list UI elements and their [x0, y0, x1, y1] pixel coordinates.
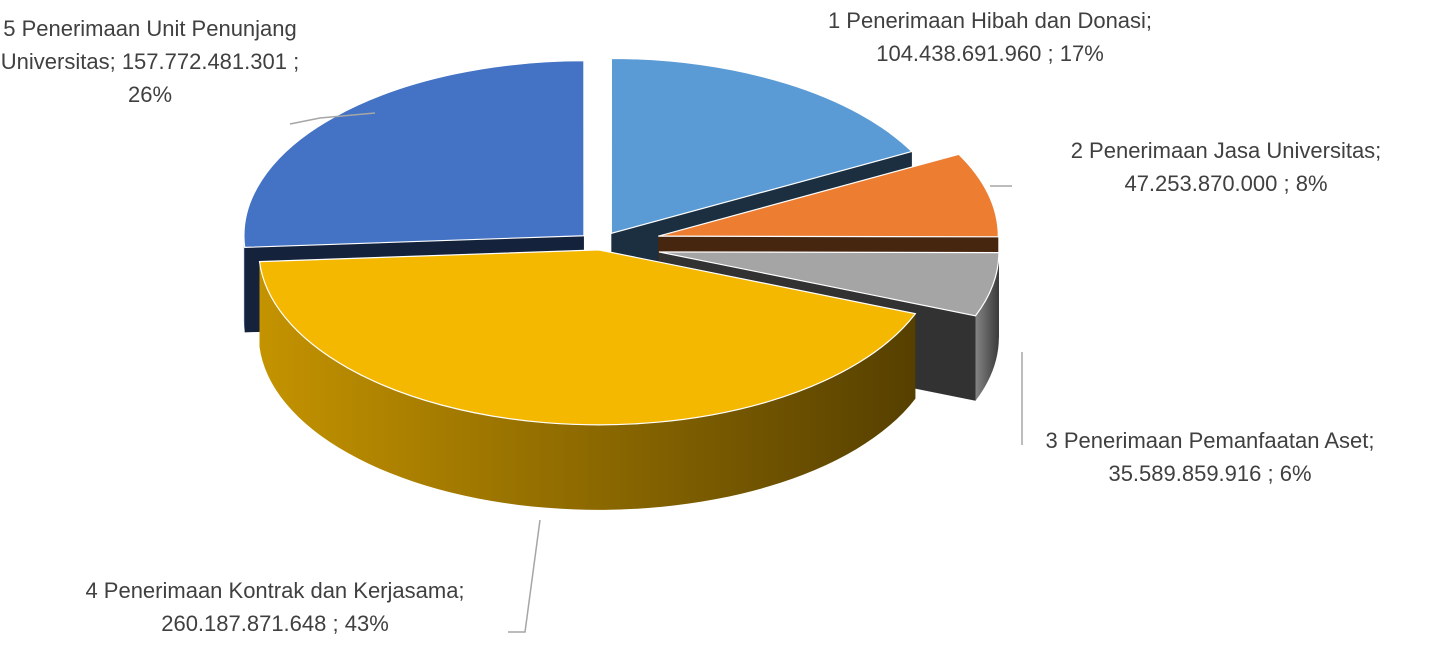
slice-side	[244, 236, 245, 333]
label-value: 260.187.871.648	[161, 611, 326, 636]
label-value: 157.772.481.301	[122, 49, 287, 74]
page: {"chart_data": {"type": "pie", "three_d"…	[0, 0, 1441, 646]
label-percent: ; 6%	[1268, 461, 1312, 486]
label-category: 3 Penerimaan Pemanfaatan Aset;	[1046, 428, 1375, 453]
label-value: 104.438.691.960	[876, 41, 1041, 66]
label-category: 2 Penerimaan Jasa Universitas;	[1071, 138, 1382, 163]
data-label: 2 Penerimaan Jasa Universitas; 47.253.87…	[1020, 134, 1432, 200]
label-value: 47.253.870.000	[1124, 171, 1277, 196]
label-value: 35.589.859.916	[1108, 461, 1261, 486]
label-percent: ; 8%	[1284, 171, 1328, 196]
label-category: 1 Penerimaan Hibah dan Donasi;	[828, 8, 1152, 33]
label-percent: ; 43%	[333, 611, 389, 636]
data-label: 1 Penerimaan Hibah dan Donasi; 104.438.6…	[780, 4, 1200, 70]
label-percent: ; 17%	[1048, 41, 1104, 66]
data-label: 4 Penerimaan Kontrak dan Kerjasama; 260.…	[10, 574, 540, 640]
data-label: 3 Penerimaan Pemanfaatan Aset; 35.589.85…	[1030, 424, 1390, 490]
data-label: 5 Penerimaan Unit Penunjang Universitas;…	[0, 12, 300, 111]
label-category: 4 Penerimaan Kontrak dan Kerjasama;	[85, 578, 464, 603]
